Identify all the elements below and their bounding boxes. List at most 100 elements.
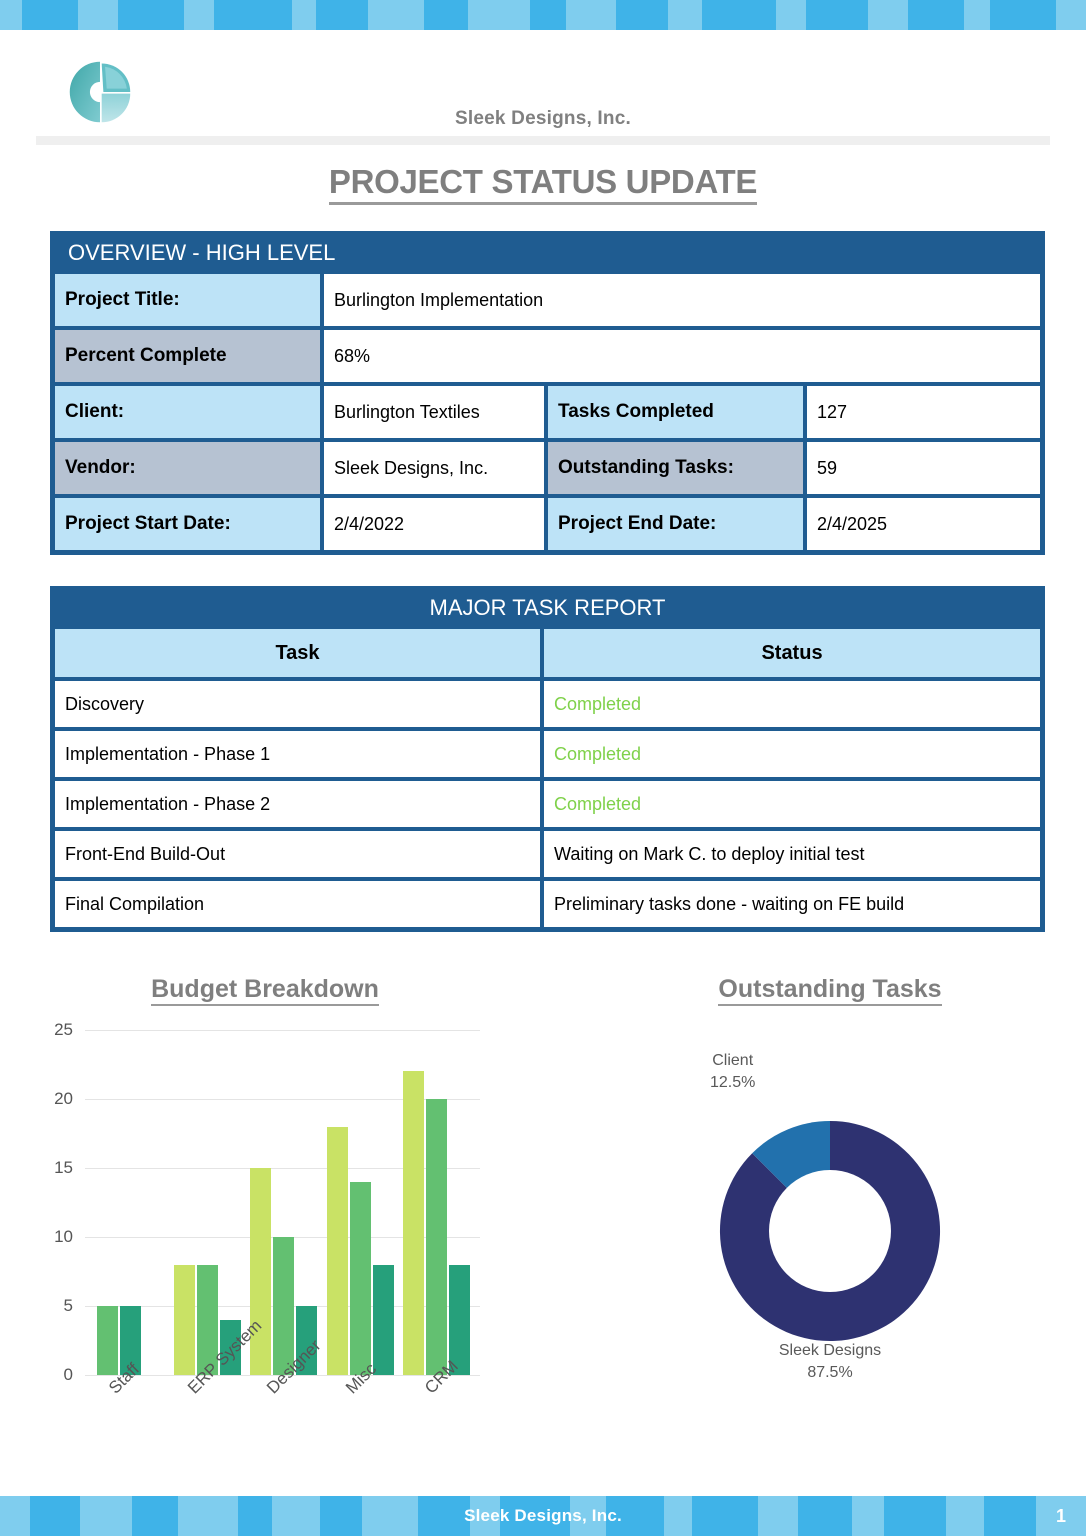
bar [120,1306,141,1375]
overview-label-secondary: Outstanding Tasks: [548,442,803,495]
bar [97,1306,118,1375]
status-badge: Completed [544,781,1040,828]
band-block [994,0,1052,30]
sleek-designs-logo-icon [63,53,131,131]
band-block [570,1496,606,1536]
table-row: Front-End Build-Out Waiting on Mark C. to… [55,831,1040,878]
task-name-cell: Implementation - Phase 1 [55,731,540,778]
band-block [428,0,464,30]
table-row: Final Compilation Preliminary tasks done … [55,881,1040,928]
bar [449,1264,471,1375]
task-report-column-header: Status [544,629,1040,678]
donut-label-sleek-name: Sleek Designs [778,1342,882,1359]
budget-breakdown-title-text: Budget Breakdown [151,975,379,1006]
overview-value: Sleek Designs, Inc. [324,442,544,495]
overview-label: Vendor: [55,442,320,495]
budget-breakdown-title: Budget Breakdown [30,975,500,1006]
overview-label: Project Start Date: [55,498,320,551]
bar [219,1319,241,1375]
task-name-cell: Implementation - Phase 2 [55,781,540,828]
task-report-title: MAJOR TASK REPORT [429,595,666,620]
overview-row: Percent Complete 68% [55,330,1040,383]
company-name: Sleek Designs, Inc. [455,108,631,129]
task-report-header-row: Task Status [55,629,1040,678]
x-axis-tick: Designer [255,1336,334,1470]
band-block [122,0,180,30]
overview-label: Project Title: [55,274,320,327]
band-block [368,0,424,30]
y-axis-tick-label: 20 [54,1089,73,1108]
top-decorative-band [0,0,1086,30]
band-block [534,0,562,30]
bar-group [326,1030,404,1375]
overview-rows: Project Title: Burlington Implementation P… [50,274,1045,555]
task-name-cell: Discovery [55,681,540,728]
letterhead: Sleek Designs, Inc. [0,30,1086,142]
x-axis-tick: Staff [97,1359,176,1470]
donut-label-client: Client 12.5% [710,1050,755,1093]
bar [426,1099,448,1375]
overview-table: OVERVIEW - HIGH LEVEL Project Title: Burl… [50,231,1045,556]
band-block [0,0,22,30]
gridline: 25 [54,1020,480,1039]
band-block [1036,1496,1086,1536]
donut-hole [769,1170,891,1292]
band-block [758,1496,798,1536]
donut-graphic [699,1100,961,1362]
band-block [1056,0,1086,30]
band-block [178,1496,238,1536]
budget-breakdown-chart: Budget Breakdown 0 5 10 15 20 25 Staff ERP Sys… [30,975,500,1475]
band-block [0,1496,30,1536]
band-block [810,0,864,30]
overview-row: Project Title: Burlington Implementation [55,274,1040,327]
overview-label: Percent Complete [55,330,320,383]
bar [173,1264,195,1375]
y-axis-tick-label: 15 [54,1158,73,1177]
overview-row: Client: Burlington Textiles Tasks Complete… [55,386,1040,439]
footer-company: Sleek Designs, Inc. [464,1506,622,1525]
outstanding-tasks-title-text: Outstanding Tasks [718,975,942,1006]
bottom-decorative-band: Sleek Designs, Inc. 1 [0,1496,1086,1536]
band-block [468,0,530,30]
overview-label-secondary: Tasks Completed [548,386,803,439]
band-block [292,0,316,30]
bar-x-axis-labels: Staff ERP System Designer Misc CRM [85,1316,492,1470]
overview-value-secondary: 2/4/2025 [807,498,1040,551]
task-name-cell: Front-End Build-Out [55,831,540,878]
band-block [566,0,616,30]
band-block [184,0,214,30]
x-axis-tick: ERP System [176,1316,265,1470]
bar [296,1306,318,1375]
y-axis-tick-label: 5 [63,1296,73,1315]
gridline: 20 [54,1089,480,1108]
overview-value-secondary: 59 [807,442,1040,495]
gridline: 15 [54,1158,480,1177]
band-block [946,1496,984,1536]
band-block [470,1496,500,1536]
overview-label: Client: [55,386,320,439]
band-block [852,1496,884,1536]
bar-group [97,1030,174,1375]
x-axis-tick: Misc [334,1359,413,1470]
x-axis-tick: CRM [413,1357,492,1470]
band-block [26,0,74,30]
donut-label-client-value: 12.5% [710,1073,756,1091]
task-name-cell: Final Compilation [55,881,540,928]
outstanding-tasks-chart: Outstanding Tasks Client 12.5% Sleek Des… [615,975,1045,1445]
footer-page-number: 1 [1055,1505,1066,1526]
band-block [80,1496,132,1536]
overview-row: Vendor: Sleek Designs, Inc. Outstanding Ta… [55,442,1040,495]
bar-groups [85,1030,480,1375]
table-row: Implementation - Phase 1 Completed [55,731,1040,778]
bar [372,1264,394,1375]
overview-row: Project Start Date: 2/4/2022 Project End D… [55,498,1040,551]
overview-value: 2/4/2022 [324,498,544,551]
bar [326,1126,348,1375]
y-axis-tick-label: 0 [63,1365,73,1384]
status-badge: Completed [544,731,1040,778]
task-report-rows: Task Status Discovery Completed Implementati… [50,629,1045,932]
band-block [320,0,364,30]
band-block [912,0,960,30]
task-status-cell: Preliminary tasks done - waiting on FE b… [544,881,1040,928]
band-block [706,0,772,30]
